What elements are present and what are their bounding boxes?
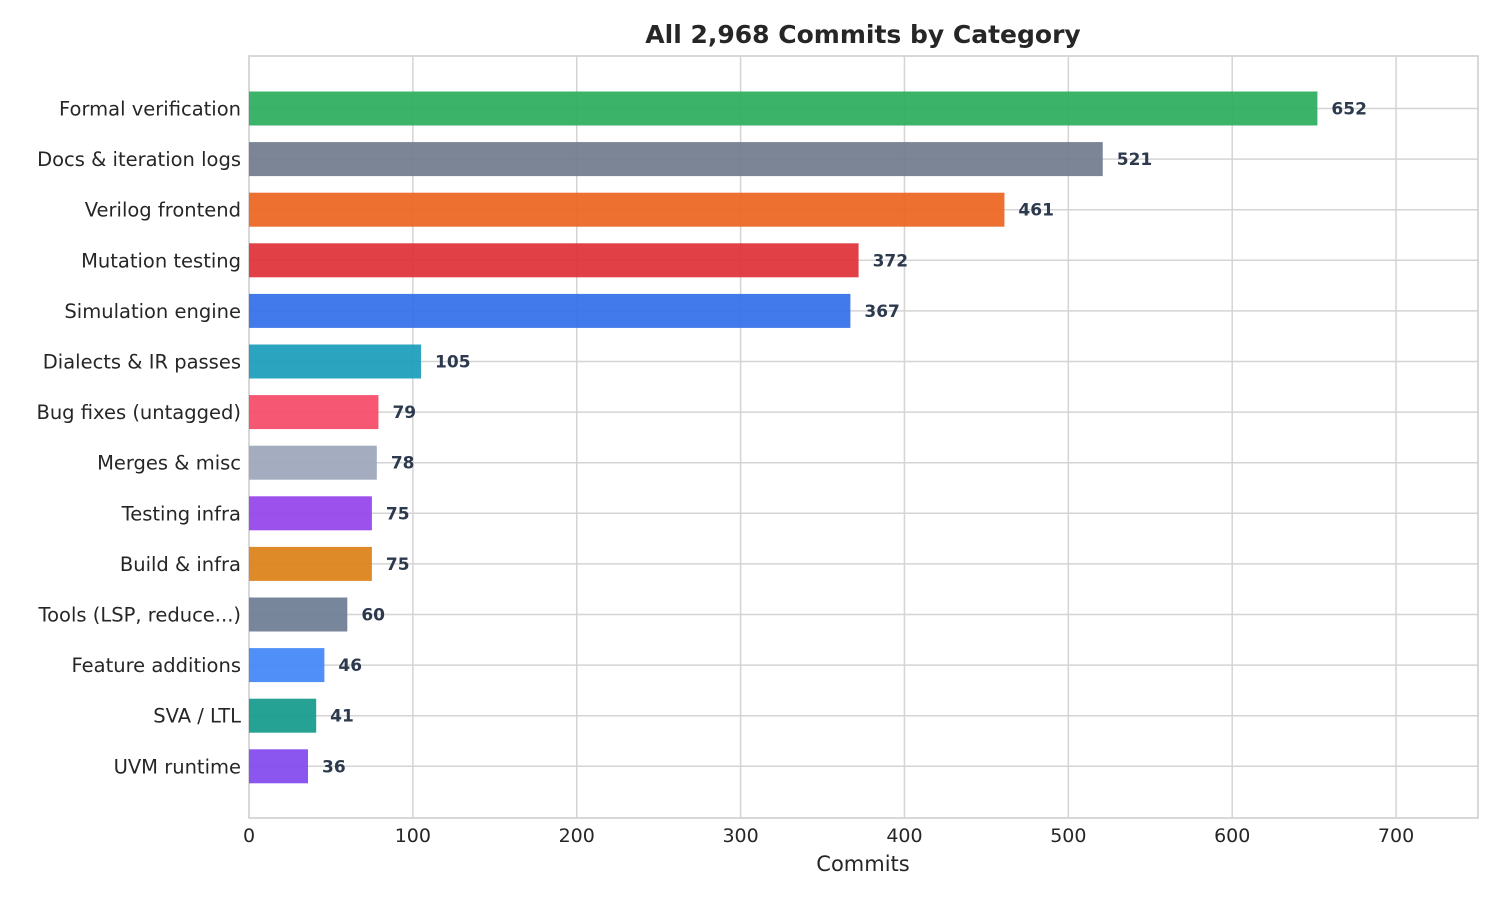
y-tick-label: Mutation testing — [81, 249, 241, 272]
bar — [249, 445, 377, 480]
y-tick-label: UVM runtime — [114, 755, 241, 778]
data-label: 75 — [386, 555, 410, 575]
y-tick-label: Simulation engine — [64, 300, 241, 323]
bar — [249, 142, 1103, 177]
plot-frame — [248, 55, 1479, 819]
data-label: 36 — [322, 757, 346, 777]
x-tick-label: 300 — [722, 825, 758, 847]
bar — [249, 546, 372, 581]
x-tick-label: 100 — [395, 825, 431, 847]
x-tick-label: 700 — [1378, 825, 1414, 847]
y-tick-label: Formal verification — [59, 98, 241, 121]
data-label: 367 — [864, 302, 900, 322]
x-tick-label: 400 — [886, 825, 922, 847]
bar — [249, 698, 317, 733]
bar — [249, 749, 308, 784]
y-tick-label: Build & infra — [120, 553, 241, 576]
x-tick-label: 200 — [559, 825, 595, 847]
bars — [249, 91, 1318, 784]
y-tick-label: Dialects & IR passes — [43, 351, 241, 374]
y-tick-label: Testing infra — [121, 502, 241, 525]
y-tick-label: Feature additions — [71, 654, 241, 677]
data-label: 46 — [338, 656, 362, 676]
bar — [249, 91, 1318, 126]
bar — [249, 192, 1005, 227]
bar — [249, 243, 859, 278]
data-label: 652 — [1331, 100, 1367, 120]
y-tick-label: Bug fixes (untagged) — [36, 401, 241, 424]
y-tick-label: Merges & misc — [97, 452, 241, 475]
y-tick-label: Verilog frontend — [85, 199, 241, 222]
bar — [249, 344, 422, 379]
bar — [249, 293, 851, 328]
x-tick-label: 600 — [1214, 825, 1250, 847]
y-tick-label: SVA / LTL — [153, 705, 241, 728]
data-label: 105 — [435, 353, 471, 373]
data-label: 41 — [330, 707, 354, 727]
data-label: 461 — [1018, 201, 1053, 221]
data-label: 372 — [873, 251, 909, 271]
data-label: 60 — [361, 606, 385, 626]
bar — [249, 648, 325, 683]
bar — [249, 395, 379, 430]
data-label: 521 — [1117, 150, 1153, 170]
chart-title: All 2,968 Commits by Category — [645, 20, 1080, 49]
y-tick-label: Tools (LSP, reduce...) — [38, 604, 241, 627]
x-axis-title: Commits — [816, 852, 909, 876]
data-label: 78 — [391, 454, 415, 474]
x-tick-label: 500 — [1050, 825, 1086, 847]
labels: 0 100 200 300 400 500 600 700 Formal verificatio… — [36, 98, 1414, 848]
bar — [249, 597, 348, 632]
y-tick-label: Docs & iteration logs — [37, 148, 241, 171]
data-label: 75 — [386, 504, 410, 524]
data-label: 79 — [392, 403, 416, 423]
x-tick-label: 0 — [243, 825, 255, 847]
bar — [249, 496, 372, 531]
